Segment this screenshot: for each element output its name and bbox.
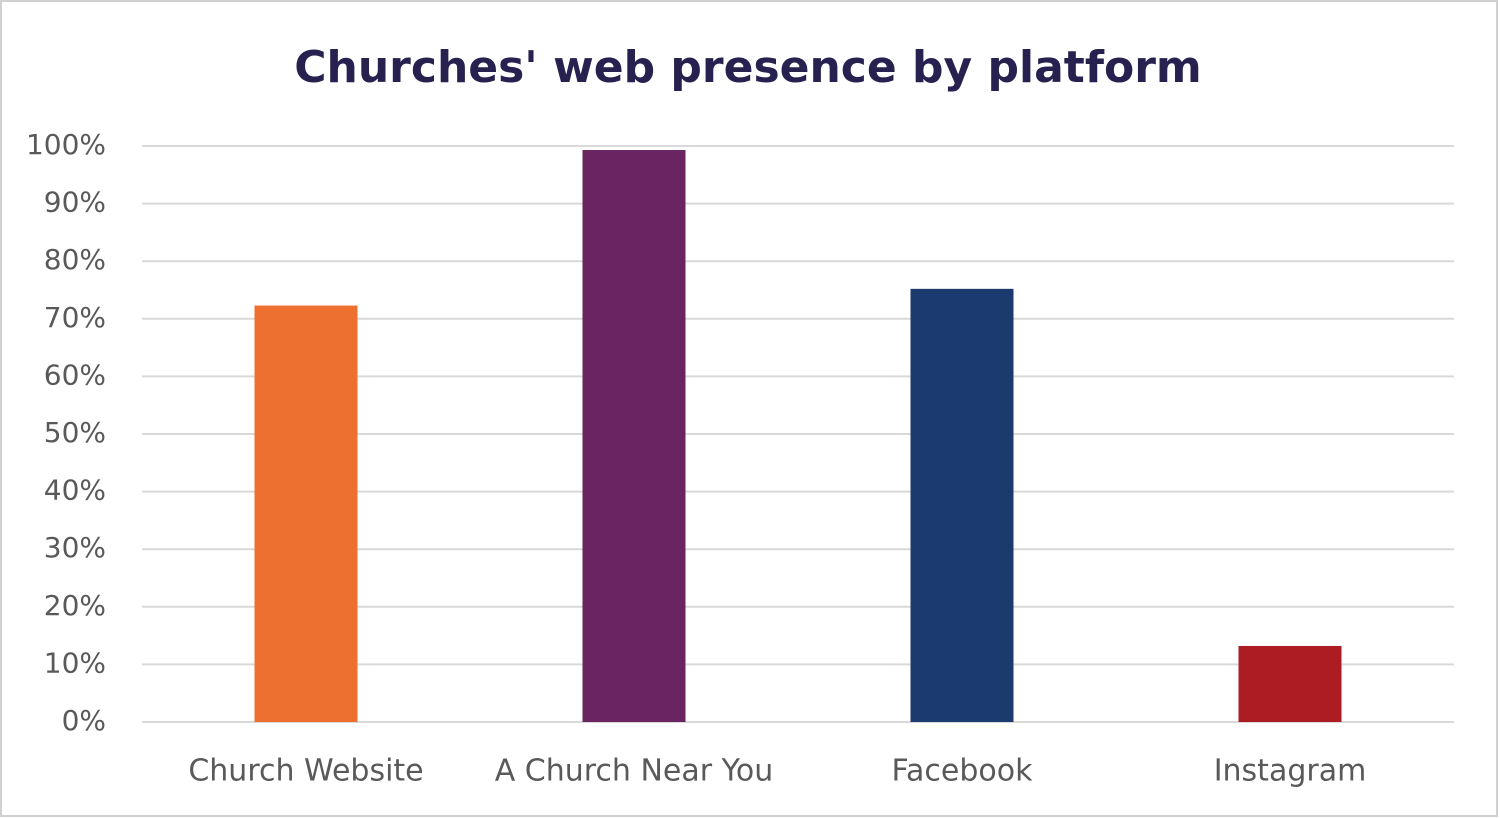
y-tick-label: 80% [44,243,106,276]
y-tick-label: 70% [44,301,106,334]
x-tick-label: A Church Near You [495,754,774,789]
y-tick-label: 40% [44,474,106,507]
chart-title: Churches' web presence by platform [294,42,1202,93]
y-tick-label: 50% [44,416,106,449]
bar [1238,645,1342,722]
y-tick-label: 0% [62,704,106,737]
y-tick-label: 20% [44,589,106,622]
x-tick-label: Church Website [188,754,423,789]
y-tick-label: 60% [44,358,106,391]
x-tick-label: Facebook [892,754,1034,789]
bar [910,288,1014,722]
y-tick-label: 90% [44,186,106,219]
bar [254,305,358,722]
x-tick-label: Instagram [1214,754,1367,789]
y-tick-label: 100% [26,128,106,161]
y-tick-label: 30% [44,531,106,564]
bar [582,150,686,723]
y-tick-label: 10% [44,646,106,679]
